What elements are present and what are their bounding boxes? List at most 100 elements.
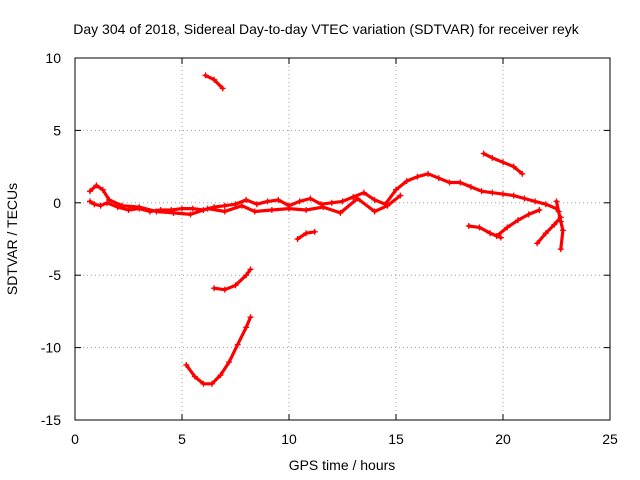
data-point [294, 236, 301, 242]
data-point [500, 191, 506, 198]
data-point [268, 207, 275, 214]
data-point [125, 207, 132, 214]
series-arc-right-3 [534, 214, 564, 247]
x-tick-label: 20 [495, 431, 511, 447]
series-track [554, 199, 565, 251]
y-tick-label: -5 [49, 267, 62, 283]
x-tick-label: 10 [281, 431, 297, 447]
data-point [221, 202, 228, 209]
data-point [384, 202, 391, 209]
data-point [303, 230, 310, 237]
data-point [557, 218, 564, 225]
y-tick-label: 5 [53, 122, 61, 138]
data-point [200, 380, 207, 387]
data-point [510, 163, 517, 170]
data-point [493, 233, 500, 240]
data-point [251, 208, 258, 215]
plot-frame [74, 57, 611, 421]
data-point [275, 196, 282, 203]
data-point [542, 230, 549, 237]
data-point [320, 204, 327, 211]
series-track [212, 267, 253, 292]
data-point [191, 373, 198, 380]
data-point [204, 205, 211, 212]
grid-layer [75, 58, 610, 420]
data-point [536, 207, 543, 214]
x-tick-label: 5 [178, 431, 186, 447]
data-layer [86, 72, 566, 387]
data-point [414, 173, 421, 180]
y-tick-label: 10 [45, 50, 61, 66]
y-tick-label: -10 [41, 340, 61, 356]
data-point [476, 224, 483, 231]
data-point [234, 341, 241, 348]
series-main-track-b [86, 182, 404, 218]
data-point [337, 209, 344, 216]
data-point [296, 198, 303, 205]
data-point [286, 205, 292, 212]
series-arc-upper-right [480, 150, 526, 177]
data-point [311, 228, 318, 235]
data-point [514, 217, 521, 224]
data-point [119, 202, 126, 209]
data-point [534, 240, 541, 247]
data-point [489, 189, 496, 196]
data-point [221, 208, 228, 215]
data-point [86, 198, 93, 205]
data-point [253, 201, 260, 208]
data-point [189, 205, 196, 212]
data-point [179, 205, 185, 212]
x-tick-label: 15 [388, 431, 404, 447]
data-point [202, 72, 209, 79]
data-point [497, 234, 504, 241]
data-point [478, 188, 485, 195]
x-tick-label: 25 [602, 431, 618, 447]
data-point [435, 175, 442, 182]
data-point [153, 208, 160, 215]
data-point [247, 266, 254, 273]
series-main-track-a [86, 170, 560, 215]
data-point [93, 182, 100, 189]
data-point [211, 76, 218, 83]
data-point [183, 361, 190, 368]
data-point [243, 324, 250, 331]
data-point [303, 207, 310, 214]
series-arc-top [202, 72, 226, 92]
y-axis-label: SDTVAR / TECUs [4, 183, 20, 295]
data-point [425, 170, 432, 177]
data-point [489, 154, 496, 161]
series-arc-right-2 [493, 207, 543, 240]
data-point [557, 246, 564, 253]
data-point [551, 221, 558, 228]
data-point [553, 198, 560, 205]
data-point [354, 195, 361, 202]
data-point [542, 201, 549, 208]
data-point [221, 286, 228, 293]
data-point [467, 183, 474, 190]
data-point [219, 85, 226, 92]
data-point [243, 272, 250, 279]
data-point [500, 159, 506, 166]
data-point [339, 198, 346, 205]
data-point [243, 196, 250, 203]
data-point [446, 179, 453, 186]
data-point [393, 186, 399, 193]
data-point [232, 282, 239, 289]
series-arc-right-1 [465, 222, 504, 241]
data-point [97, 202, 104, 209]
data-point [136, 204, 143, 211]
data-point [403, 178, 410, 185]
y-tick-label: -15 [41, 412, 61, 428]
series-arc-minus6 [211, 266, 254, 293]
data-point [371, 196, 378, 203]
data-point [99, 186, 106, 193]
data-point [86, 188, 93, 195]
data-point [555, 208, 562, 215]
y-tick-label: 0 [53, 195, 61, 211]
data-point [360, 189, 367, 196]
data-point [350, 194, 357, 201]
data-point [510, 192, 517, 199]
series-track [535, 215, 563, 245]
